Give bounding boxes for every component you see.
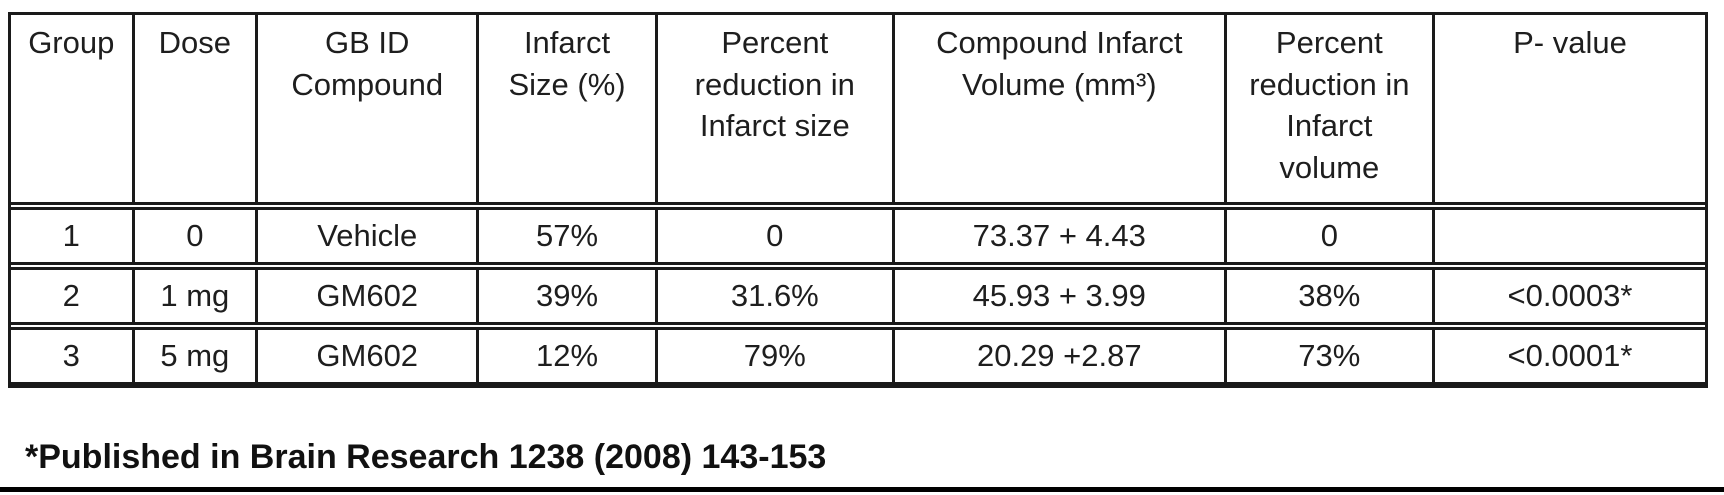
column-header-percent-reduction-infarct-size: Percent reduction in Infarct size xyxy=(654,15,892,202)
cell-percent-reduction-size: 31.6% xyxy=(654,270,892,322)
cell-p-value: <0.0003* xyxy=(1431,270,1705,322)
cell-compound: Vehicle xyxy=(255,210,476,262)
column-header-group: Group xyxy=(28,25,115,60)
cell-group: 2 xyxy=(62,278,80,314)
cell-compound: GM602 xyxy=(255,330,476,382)
column-header-compound-infarct-volume: Compound Infarct Volume (mm³) xyxy=(891,15,1224,202)
cell-compound: GM602 xyxy=(255,270,476,322)
column-header-dose: Dose xyxy=(131,15,256,202)
column-header-p-value: P- value xyxy=(1431,15,1705,202)
cell-percent-reduction-size: 0 xyxy=(654,210,892,262)
table-header-row: Group Dose GB ID Compound Infarct Size (… xyxy=(11,15,1705,205)
results-table: Group Dose GB ID Compound Infarct Size (… xyxy=(8,12,1708,388)
cell-infarct-size: 12% xyxy=(476,330,654,382)
table-row-group-3: 3 5 mg GM602 12% 79% 20.29 +2.87 73% <0.… xyxy=(11,327,1705,385)
cell-group: 1 xyxy=(62,218,80,254)
cell-dose: 5 mg xyxy=(131,330,256,382)
cell-infarct-volume: 45.93 + 3.99 xyxy=(891,270,1224,322)
cell-infarct-volume: 73.37 + 4.43 xyxy=(891,210,1224,262)
column-header-percent-reduction-infarct-volume: Percent reduction in Infarct volume xyxy=(1223,15,1432,202)
cell-percent-reduction-size: 79% xyxy=(654,330,892,382)
column-header-infarct-size: Infarct Size (%) xyxy=(476,15,654,202)
footnote-citation: *Published in Brain Research 1238 (2008)… xyxy=(25,438,827,476)
cell-p-value: <0.0001* xyxy=(1431,330,1705,382)
cell-percent-reduction-volume: 38% xyxy=(1223,270,1432,322)
cell-dose: 1 mg xyxy=(131,270,256,322)
cell-percent-reduction-volume: 0 xyxy=(1223,210,1432,262)
cell-group: 3 xyxy=(62,338,80,374)
cell-p-value xyxy=(1431,210,1705,262)
cell-dose: 0 xyxy=(131,210,256,262)
table-row-group-1: 1 0 Vehicle 57% 0 73.37 + 4.43 0 xyxy=(11,207,1705,265)
cell-infarct-size: 57% xyxy=(476,210,654,262)
cell-infarct-volume: 20.29 +2.87 xyxy=(891,330,1224,382)
cell-infarct-size: 39% xyxy=(476,270,654,322)
column-header-gb-id-compound: GB ID Compound xyxy=(255,15,476,202)
table-row-group-2: 2 1 mg GM602 39% 31.6% 45.93 + 3.99 38% … xyxy=(11,267,1705,325)
bottom-divider-rule xyxy=(0,487,1724,492)
cell-percent-reduction-volume: 73% xyxy=(1223,330,1432,382)
